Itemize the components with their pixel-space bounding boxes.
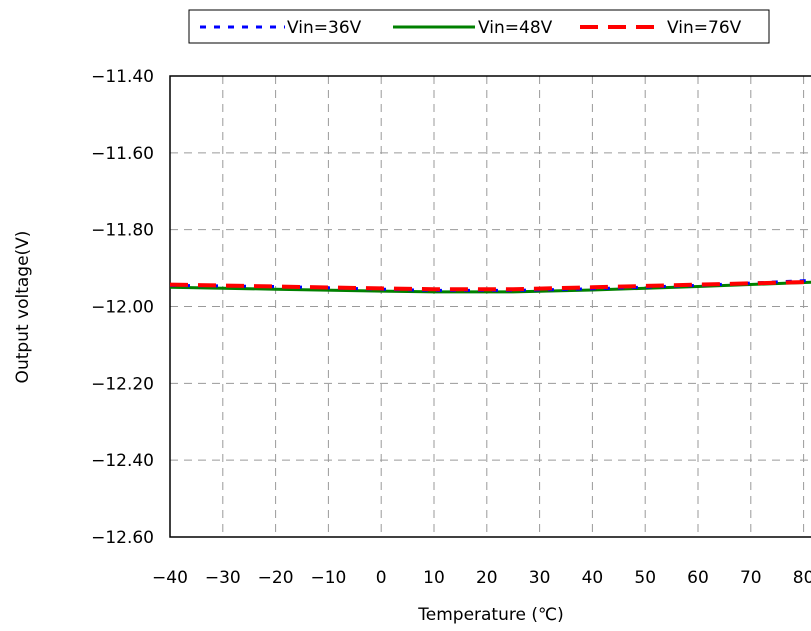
y-axis-title: Output voltage(V): [13, 231, 33, 384]
legend-label-vin36: Vin=36V: [287, 18, 362, 38]
x-axis-title: Temperature (℃): [417, 605, 563, 625]
x-tick-label: 80: [793, 568, 811, 588]
y-tick-label: −12.60: [91, 528, 154, 548]
legend-box: [188, 9, 770, 44]
y-tick-label: −11.60: [91, 144, 154, 164]
x-tick-label: 0: [376, 568, 387, 588]
series-line-vin-48v: [169, 280, 811, 294]
x-tick-label: 60: [687, 568, 709, 588]
y-tick-label: −12.20: [91, 374, 154, 394]
grid-lines: [170, 76, 811, 537]
x-tick-label: −40: [152, 568, 188, 588]
legend-label-vin76: Vin=76V: [667, 18, 742, 38]
series-lines: [169, 278, 811, 294]
x-tick-label: 30: [529, 568, 551, 588]
x-tick-label: 20: [476, 568, 498, 588]
legend-label-vin48: Vin=48V: [478, 18, 553, 38]
series-line-vin-76v: [169, 279, 811, 292]
x-tick-label: 10: [423, 568, 445, 588]
x-tick-label: −20: [258, 568, 294, 588]
y-tick-label: −11.80: [91, 221, 154, 241]
y-tick-label: −11.40: [91, 67, 154, 87]
x-tick-label: −10: [310, 568, 346, 588]
x-tick-label: 70: [740, 568, 762, 588]
plot-area-frame: [169, 75, 811, 538]
y-tick-label: −12.40: [91, 451, 154, 471]
x-tick-labels: −40 −30 −20 −10 0 10 20 30 40 50 60 70 80: [152, 568, 811, 588]
legend: Vin=36V Vin=48V Vin=76V: [188, 9, 770, 44]
y-tick-label: −12.00: [91, 298, 154, 318]
x-tick-label: 50: [634, 568, 656, 588]
x-tick-label: 40: [582, 568, 604, 588]
y-tick-labels: −11.40 −11.60 −11.80 −12.00 −12.20 −12.40 −12.…: [91, 67, 154, 548]
x-tick-label: −30: [205, 568, 241, 588]
